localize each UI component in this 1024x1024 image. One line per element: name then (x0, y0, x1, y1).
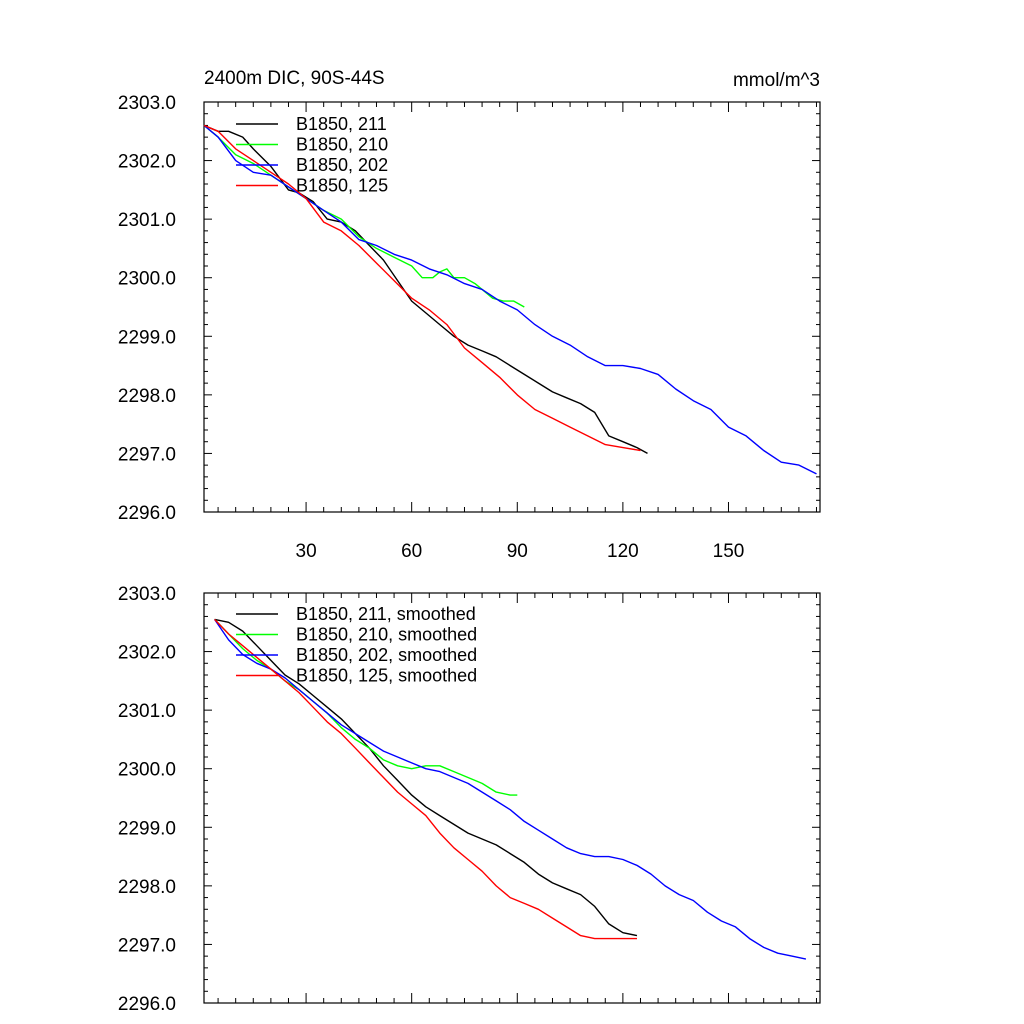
series-line-0 (214, 618, 638, 937)
legend-label: B1850, 125, smoothed (296, 666, 477, 686)
legend-label: B1850, 210 (296, 135, 388, 155)
y-tick-label: 2297.0 (118, 935, 176, 956)
x-tick-label: 120 (607, 541, 639, 562)
y-tick-label: 2301.0 (118, 210, 176, 231)
y-tick-label: 2300.0 (118, 269, 176, 290)
plot-frame (203, 592, 821, 1004)
y-tick-label: 2303.0 (118, 93, 176, 114)
x-tick-label: 60 (401, 541, 422, 562)
y-tick-label: 2296.0 (118, 994, 176, 1015)
legend-label: B1850, 202 (296, 155, 388, 175)
x-tick-label: 90 (507, 541, 528, 562)
chart-title: 2400m DIC, 90S-44S (204, 68, 385, 89)
y-tick-label: 2298.0 (118, 386, 176, 407)
series-line-3 (214, 618, 637, 940)
legend-label: B1850, 211, smoothed (296, 604, 476, 624)
y-tick-label: 2296.0 (118, 503, 176, 524)
x-tick-label: 30 (296, 541, 317, 562)
legend-label: B1850, 210, smoothed (296, 625, 477, 645)
top-panel: 2296.0 2297.0 2298.0 2299.0 2300.0 2301.0 2302… (118, 93, 821, 562)
units-label: mmol/m^3 (733, 70, 820, 91)
y-tick-label: 2299.0 (118, 327, 176, 348)
y-tick-label: 2302.0 (118, 643, 176, 664)
series-line-1 (214, 618, 518, 796)
y-tick-label: 2302.0 (118, 152, 176, 173)
series-line-0 (203, 124, 648, 455)
series-line-3 (203, 124, 641, 452)
x-tick-label: 150 (713, 541, 745, 562)
y-tick-label: 2298.0 (118, 877, 176, 898)
series-line-2 (214, 619, 807, 960)
y-tick-label: 2297.0 (118, 444, 176, 465)
y-tick-label: 2301.0 (118, 701, 176, 722)
y-tick-label: 2300.0 (118, 760, 176, 781)
y-tick-label: 2299.0 (118, 818, 176, 839)
bottom-panel: 2296.0 2297.0 2298.0 2299.0 2300.0 2301.0 2302… (118, 584, 821, 1015)
y-tick-label: 2303.0 (118, 584, 176, 605)
legend-label: B1850, 125 (296, 176, 388, 196)
legend-label: B1850, 211 (296, 114, 387, 134)
plot-frame (203, 101, 821, 513)
legend-label: B1850, 202, smoothed (296, 645, 477, 665)
